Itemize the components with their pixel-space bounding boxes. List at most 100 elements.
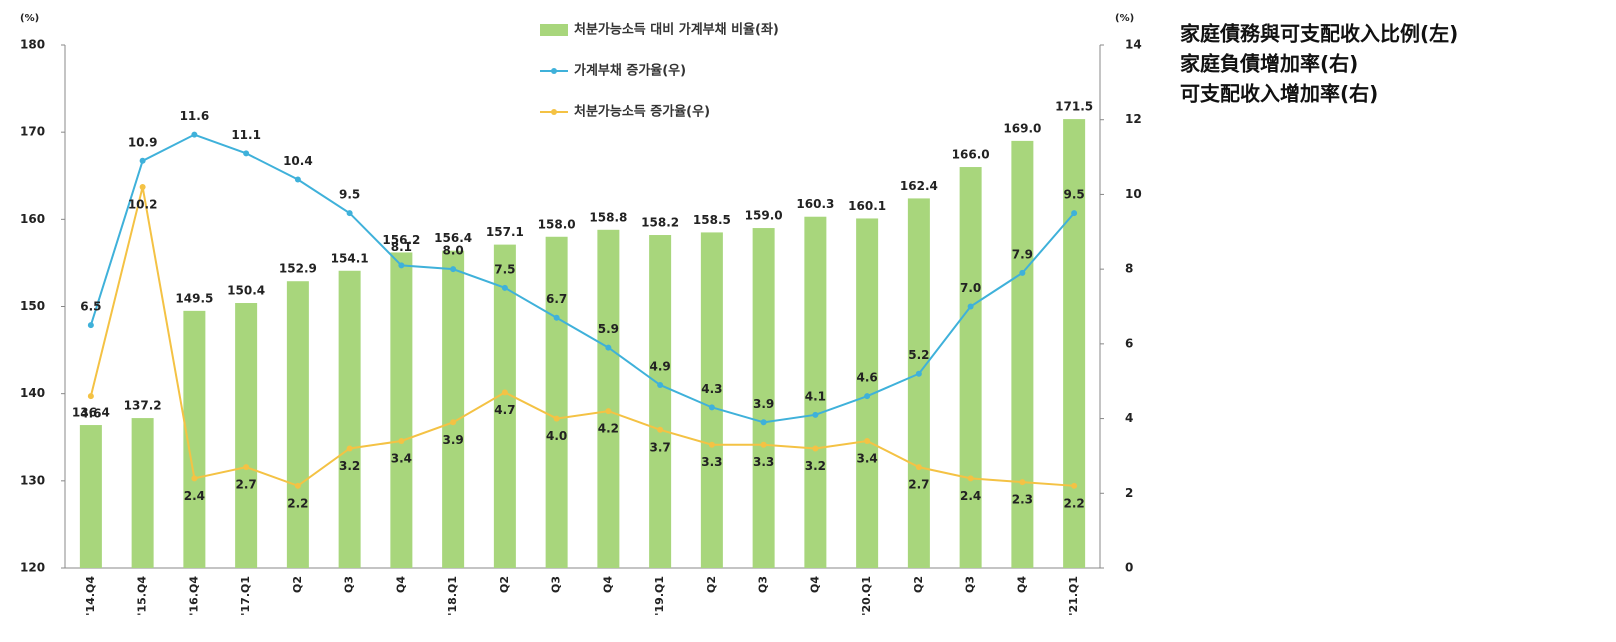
- point: [605, 408, 612, 415]
- point-label: 2.7: [235, 478, 256, 492]
- point-label: 4.7: [494, 403, 515, 417]
- point: [864, 393, 871, 400]
- bar-label: 166.0: [952, 148, 990, 162]
- bar: [1063, 119, 1086, 568]
- point-label: 4.9: [649, 359, 670, 373]
- point: [1071, 482, 1078, 489]
- point: [294, 176, 301, 183]
- point-label: 8.0: [442, 244, 463, 258]
- point-label: 9.5: [339, 188, 360, 202]
- bar: [752, 228, 775, 569]
- point-label: 4.3: [701, 382, 722, 396]
- y2-tick-label: 6: [1125, 336, 1133, 350]
- legend-swatch-dot: [551, 109, 557, 115]
- point: [967, 303, 974, 310]
- bar-label: 137.2: [124, 399, 162, 413]
- point-label: 3.3: [701, 455, 722, 469]
- y2-tick-label: 12: [1125, 112, 1142, 126]
- point: [139, 157, 146, 164]
- x-tick-label: '17.Q1: [239, 576, 252, 616]
- bar-label: 162.4: [900, 179, 938, 193]
- y2-tick-label: 0: [1125, 561, 1133, 575]
- bar: [390, 252, 413, 568]
- point-label: 11.6: [180, 109, 210, 123]
- bar-label: 154.1: [331, 251, 369, 265]
- bar: [804, 216, 827, 569]
- x-tick-label: Q3: [343, 576, 356, 593]
- bar-label: 156.4: [434, 231, 472, 245]
- line: [89, 186, 1075, 487]
- y-tick-label: 130: [20, 473, 45, 487]
- bar: [183, 310, 206, 568]
- y2-tick-label: 14: [1125, 38, 1142, 52]
- note: 可支配收入增加率(右): [1180, 82, 1378, 106]
- point: [346, 445, 353, 452]
- x-tick-label: '14.Q4: [84, 576, 97, 616]
- point-label: 6.5: [80, 300, 101, 314]
- y-axis-unit: (%): [20, 13, 39, 24]
- x-tick-label: Q3: [964, 576, 977, 593]
- bar-label: 160.3: [796, 197, 834, 211]
- point: [501, 284, 508, 291]
- point-label: 7.9: [1012, 247, 1033, 261]
- bar: [700, 232, 723, 569]
- y-tick-label: 150: [20, 299, 45, 313]
- bar-label: 149.5: [175, 291, 213, 305]
- point-label: 4.2: [598, 422, 619, 436]
- legend-label: 처분가능소득 대비 가계부채 비율(좌): [574, 22, 779, 38]
- bar: [286, 281, 309, 568]
- line: [89, 133, 1075, 424]
- bar: [235, 303, 258, 568]
- y-tick-label: 120: [20, 561, 45, 575]
- legend-swatch-dot: [551, 68, 557, 74]
- note: 家庭債務與可支配收入比例(左): [1180, 22, 1458, 46]
- x-tick-label: '18.Q1: [446, 576, 459, 616]
- point: [191, 475, 198, 482]
- point-label: 5.2: [908, 348, 929, 362]
- point: [760, 441, 767, 448]
- point-label: 2.4: [184, 489, 205, 503]
- bar-label: 152.9: [279, 262, 317, 276]
- point: [398, 437, 405, 444]
- point: [915, 370, 922, 377]
- point-label: 5.9: [598, 322, 619, 336]
- point: [915, 464, 922, 471]
- point: [87, 322, 94, 329]
- point-label: 6.7: [546, 292, 567, 306]
- x-tick-label: '16.Q4: [187, 576, 200, 616]
- point-label: 3.7: [649, 440, 670, 454]
- point: [657, 381, 664, 388]
- bar-label: 158.5: [693, 213, 731, 227]
- y2-axis-unit: (%): [1115, 13, 1134, 24]
- bar-label: 157.1: [486, 225, 524, 239]
- point: [864, 437, 871, 444]
- bar-label: 150.4: [227, 284, 265, 298]
- bar-label: 158.2: [641, 216, 679, 230]
- x-tick-label: Q3: [757, 576, 770, 593]
- point: [294, 482, 301, 489]
- point-label: 2.4: [960, 489, 981, 503]
- bar-label: 158.0: [538, 217, 576, 231]
- point-label: 3.9: [753, 397, 774, 411]
- bar-label: 136.4: [72, 406, 110, 420]
- point: [139, 183, 146, 190]
- bar: [907, 198, 930, 568]
- point: [967, 475, 974, 482]
- point-label: 2.2: [287, 496, 308, 510]
- point: [708, 404, 715, 411]
- point-label: 3.9: [442, 433, 463, 447]
- bar: [79, 425, 102, 568]
- point: [450, 266, 457, 273]
- point-label: 9.5: [1063, 188, 1084, 202]
- point-label: 2.7: [908, 478, 929, 492]
- bar: [649, 235, 672, 569]
- point-label: 4.6: [856, 371, 877, 385]
- legend-swatch: [540, 24, 568, 36]
- x-tick-label: Q2: [498, 576, 511, 593]
- point: [1071, 210, 1078, 217]
- x-tick-label: Q2: [291, 576, 304, 593]
- point-label: 4.1: [805, 389, 826, 403]
- x-tick-label: '15.Q4: [136, 576, 149, 616]
- x-tick-label: Q3: [550, 576, 563, 593]
